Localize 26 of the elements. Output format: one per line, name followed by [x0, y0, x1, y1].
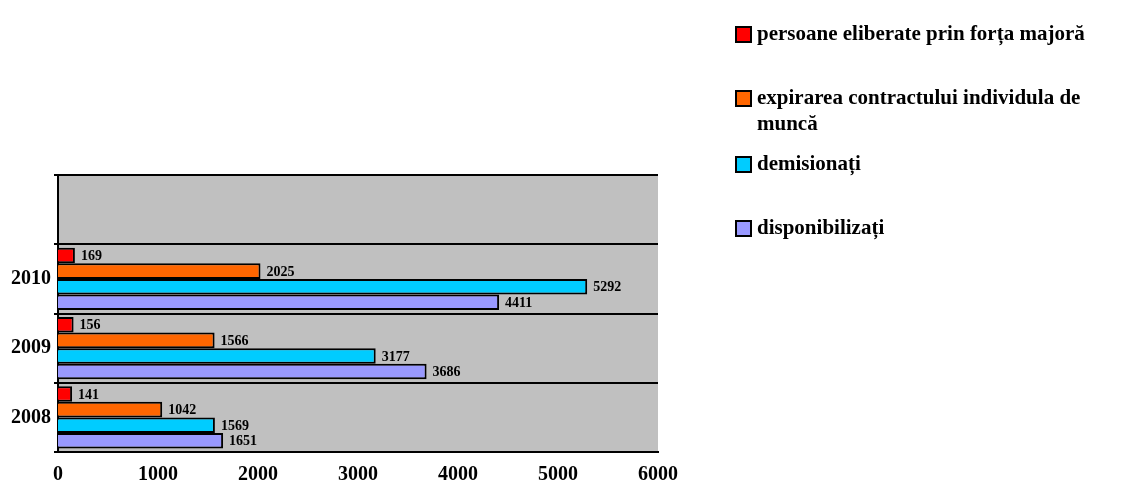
data-label: 4411: [505, 294, 533, 310]
legend-label: persoane eliberate prin forța majoră: [757, 20, 1085, 46]
data-label: 2025: [266, 263, 295, 279]
legend-label: demisionați: [757, 150, 861, 176]
data-label: 1042: [168, 402, 197, 418]
x-tick-label: 6000: [638, 462, 678, 485]
data-label: 169: [80, 248, 102, 264]
data-label: 1651: [229, 433, 258, 449]
data-label: 141: [78, 386, 100, 402]
x-tick-label: 2000: [238, 462, 278, 485]
data-label: 156: [79, 317, 101, 333]
data-label: 5292: [593, 279, 622, 295]
x-tick-label: 0: [53, 462, 63, 485]
x-tick-label: 1000: [138, 462, 178, 485]
y-tick-label: 2008: [11, 404, 51, 427]
x-tick-label: 4000: [438, 462, 478, 485]
data-label: 1566: [220, 332, 249, 348]
y-tick-label: 2010: [11, 266, 51, 289]
x-tick-label: 3000: [338, 462, 378, 485]
y-tick-label: 2009: [11, 335, 51, 358]
data-label: 1569: [220, 417, 249, 433]
legend-label: disponibilizați: [757, 214, 885, 240]
legend-label: expirarea contractului individula de muncă: [757, 84, 1082, 136]
data-label: 3177: [381, 348, 410, 364]
x-tick-label: 5000: [538, 462, 578, 485]
data-label: 3686: [432, 364, 461, 380]
